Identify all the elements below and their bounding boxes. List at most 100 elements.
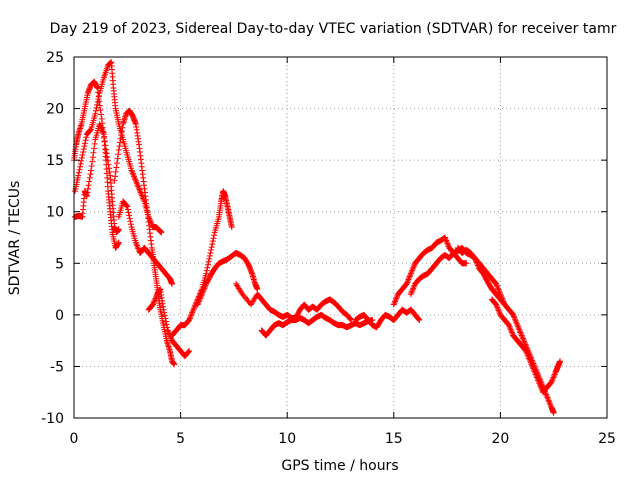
data-point xyxy=(519,333,526,340)
data-point xyxy=(85,185,92,192)
series-arc-i xyxy=(233,280,355,324)
data-point xyxy=(86,178,93,185)
data-point xyxy=(115,239,122,246)
data-point xyxy=(87,126,94,133)
data-point xyxy=(128,167,135,174)
x-tick-labels: 0 5 10 15 20 25 xyxy=(70,431,616,447)
data-point xyxy=(551,373,558,380)
data-point xyxy=(409,288,416,295)
data-point xyxy=(92,110,99,117)
data-point xyxy=(416,317,423,324)
data-point xyxy=(406,275,413,282)
data-point xyxy=(514,322,521,329)
data-point xyxy=(162,315,169,322)
data-point xyxy=(536,381,543,388)
data-point xyxy=(535,377,542,384)
data-point xyxy=(124,206,131,213)
data-point xyxy=(133,179,140,186)
data-point xyxy=(199,289,206,296)
data-point xyxy=(111,177,118,184)
data-point xyxy=(210,235,217,242)
data-point xyxy=(474,262,481,269)
data-point xyxy=(493,280,500,287)
data-point xyxy=(112,168,119,175)
data-point xyxy=(505,322,512,329)
data-point xyxy=(99,126,106,133)
data-point xyxy=(78,154,85,161)
data-point xyxy=(529,364,536,371)
data-point xyxy=(88,167,95,174)
data-point xyxy=(152,295,159,302)
data-point xyxy=(529,362,536,369)
data-point xyxy=(88,163,95,170)
data-point xyxy=(410,283,417,290)
data-point xyxy=(134,244,141,251)
data-point xyxy=(134,242,141,249)
data-point xyxy=(75,172,82,179)
data-point xyxy=(87,171,94,178)
data-point xyxy=(189,308,196,315)
data-point xyxy=(526,356,533,363)
data-point xyxy=(406,273,413,280)
data-point xyxy=(165,328,172,335)
data-point xyxy=(530,367,537,374)
data-point xyxy=(98,111,105,118)
y-tick-label: 0 xyxy=(55,308,64,324)
data-point xyxy=(472,256,479,263)
y-tick-label: -5 xyxy=(50,359,64,375)
data-point xyxy=(547,401,554,408)
series-arc-k xyxy=(352,306,423,331)
data-point xyxy=(197,295,204,302)
data-point xyxy=(162,318,169,325)
data-point xyxy=(93,104,100,111)
data-point xyxy=(493,303,500,310)
data-point xyxy=(95,95,102,102)
data-point xyxy=(163,321,170,328)
data-point xyxy=(86,127,93,134)
data-point xyxy=(135,245,142,252)
data-point xyxy=(91,140,98,147)
data-point xyxy=(521,339,528,346)
data-point xyxy=(131,174,138,181)
data-point xyxy=(531,368,538,375)
data-point xyxy=(530,365,537,372)
data-point xyxy=(113,160,120,167)
data-point xyxy=(151,298,158,305)
data-point xyxy=(190,306,197,313)
data-point xyxy=(114,155,121,162)
x-tick-label: 15 xyxy=(385,431,403,447)
y-axis-label: SDTVAR / TECUs xyxy=(7,181,23,296)
data-point xyxy=(204,264,211,271)
y-tick-label: 20 xyxy=(46,102,64,118)
data-point xyxy=(90,149,97,156)
data-point xyxy=(164,324,171,331)
data-point xyxy=(80,146,87,153)
data-point xyxy=(84,189,91,196)
data-point xyxy=(81,143,88,150)
data-point xyxy=(203,270,210,277)
data-point xyxy=(538,384,545,391)
data-point xyxy=(83,134,90,141)
data-point xyxy=(115,151,122,158)
data-point xyxy=(100,129,107,136)
data-point xyxy=(494,285,501,292)
data-point xyxy=(546,400,553,407)
y-tick-labels: -10 -5 0 5 10 15 20 25 xyxy=(41,50,64,427)
data-point xyxy=(516,328,523,335)
data-point xyxy=(549,375,556,382)
data-point xyxy=(77,163,84,170)
data-point xyxy=(106,168,113,175)
series-arc-b xyxy=(72,59,165,236)
data-point xyxy=(407,270,414,277)
data-point xyxy=(496,308,503,315)
data-point xyxy=(206,252,213,259)
data-point xyxy=(203,267,210,274)
data-point xyxy=(171,361,178,368)
data-point xyxy=(135,185,142,192)
data-point xyxy=(407,291,414,298)
data-point xyxy=(134,182,141,189)
data-point xyxy=(512,316,519,323)
data-point xyxy=(134,180,141,187)
